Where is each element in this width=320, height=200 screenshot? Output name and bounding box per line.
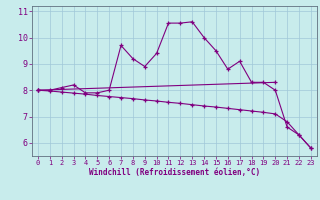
X-axis label: Windchill (Refroidissement éolien,°C): Windchill (Refroidissement éolien,°C) (89, 168, 260, 177)
